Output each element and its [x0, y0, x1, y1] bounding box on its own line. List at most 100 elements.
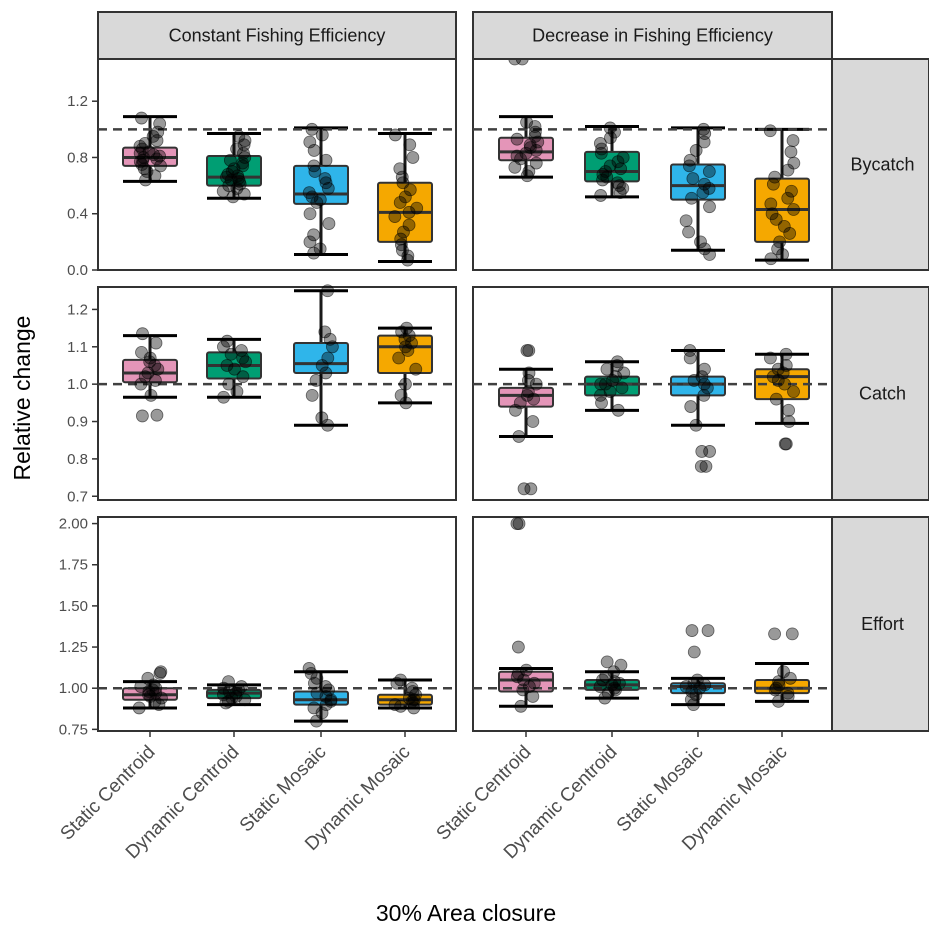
data-point [779, 359, 793, 372]
row-strip-label: Bycatch [850, 155, 914, 175]
data-point [394, 232, 408, 246]
boxplot-static-centroid [122, 334, 178, 399]
data-point [321, 284, 335, 298]
data-point [614, 658, 628, 672]
data-point [685, 624, 699, 637]
data-point [514, 699, 528, 713]
data-point [230, 142, 243, 156]
data-point [315, 706, 329, 720]
data-point [319, 153, 333, 167]
y-tick-label: 1.1 [67, 339, 88, 356]
data-point [307, 144, 321, 157]
data-point [388, 128, 402, 142]
data-point [615, 381, 629, 395]
panel-marks-bycatch-constant-fishing-efficiency [98, 111, 456, 267]
y-tick-label: 0.0 [67, 262, 88, 279]
data-point [599, 377, 612, 391]
data-point [527, 676, 541, 690]
data-point [689, 144, 703, 157]
data-point [319, 176, 333, 190]
data-point [697, 122, 710, 136]
data-point [238, 134, 252, 147]
data-point [690, 673, 704, 687]
data-point [516, 683, 530, 697]
data-point [228, 362, 241, 376]
data-point [134, 680, 148, 693]
data-point [138, 136, 152, 150]
y-tick-label: 0.7 [67, 488, 88, 505]
data-point [768, 627, 781, 641]
data-point [616, 151, 630, 164]
data-point [318, 172, 332, 185]
y-axis-title: Relative change [9, 316, 35, 481]
column-strip-label: Decrease in Fishing Efficiency [532, 26, 773, 46]
data-point [694, 235, 707, 249]
y-tick-label: 2.00 [59, 516, 88, 533]
data-point [313, 193, 327, 207]
data-point [785, 184, 798, 198]
data-point [703, 200, 716, 214]
data-point [303, 235, 317, 249]
panel-catch-constant-fishing-efficiency [97, 286, 457, 501]
panel-marks-effort-constant-fishing-efficiency [98, 662, 456, 728]
y-tick-label: 0.75 [59, 721, 88, 738]
data-point [154, 159, 167, 173]
data-point [230, 385, 244, 399]
boxplot-static-mosaic [293, 126, 349, 257]
row-strip-bycatch [831, 58, 929, 271]
data-point [787, 203, 800, 216]
facet-strips: Constant Fishing Efficiency Decrease in F… [97, 11, 929, 732]
x-axis-title: 30% Area closure [376, 900, 556, 926]
data-point [519, 663, 533, 677]
data-point [694, 459, 708, 473]
data-point [217, 390, 230, 404]
data-point [217, 681, 231, 695]
data-point [528, 129, 542, 143]
data-point [698, 362, 711, 376]
data-point [149, 336, 163, 350]
data-point [229, 690, 243, 703]
data-point [599, 670, 613, 684]
panel-marks-bycatch-decrease-in-fishing-efficiency [473, 52, 832, 266]
data-point [524, 482, 538, 496]
data-point [400, 321, 413, 335]
data-point [785, 627, 799, 641]
data-point [310, 686, 324, 700]
data-point [763, 351, 777, 365]
chart-marks [98, 52, 832, 728]
data-point [782, 415, 796, 428]
data-point [698, 127, 712, 140]
boxplot-dynamic-mosaic [754, 127, 810, 262]
data-point [529, 156, 543, 170]
column-strip-decrease-in-fishing-efficiency [472, 11, 833, 60]
data-point [702, 165, 716, 178]
data-point [522, 165, 536, 178]
data-point [511, 640, 525, 654]
data-point [594, 388, 607, 402]
data-point [683, 344, 697, 357]
data-point [401, 253, 415, 267]
data-point [393, 162, 407, 176]
y-tick-label: 1.25 [59, 639, 88, 656]
panel-marks-effort-decrease-in-fishing-efficiency [473, 517, 832, 713]
data-point [236, 159, 250, 173]
data-point [222, 675, 235, 689]
data-point [517, 482, 531, 496]
data-point [144, 388, 158, 402]
data-point [403, 138, 417, 152]
data-point [315, 128, 329, 142]
data-point [764, 252, 778, 266]
data-point [609, 370, 623, 384]
data-point [786, 134, 800, 147]
data-point [394, 673, 407, 687]
panel-marks-catch-constant-fishing-efficiency [98, 284, 456, 432]
data-point [321, 351, 335, 365]
data-point [405, 336, 418, 350]
data-point [696, 186, 710, 200]
data-point [685, 191, 698, 205]
data-point [771, 362, 785, 376]
data-point [399, 396, 413, 410]
data-point [763, 124, 777, 138]
data-point [781, 690, 795, 703]
data-point [305, 122, 319, 136]
